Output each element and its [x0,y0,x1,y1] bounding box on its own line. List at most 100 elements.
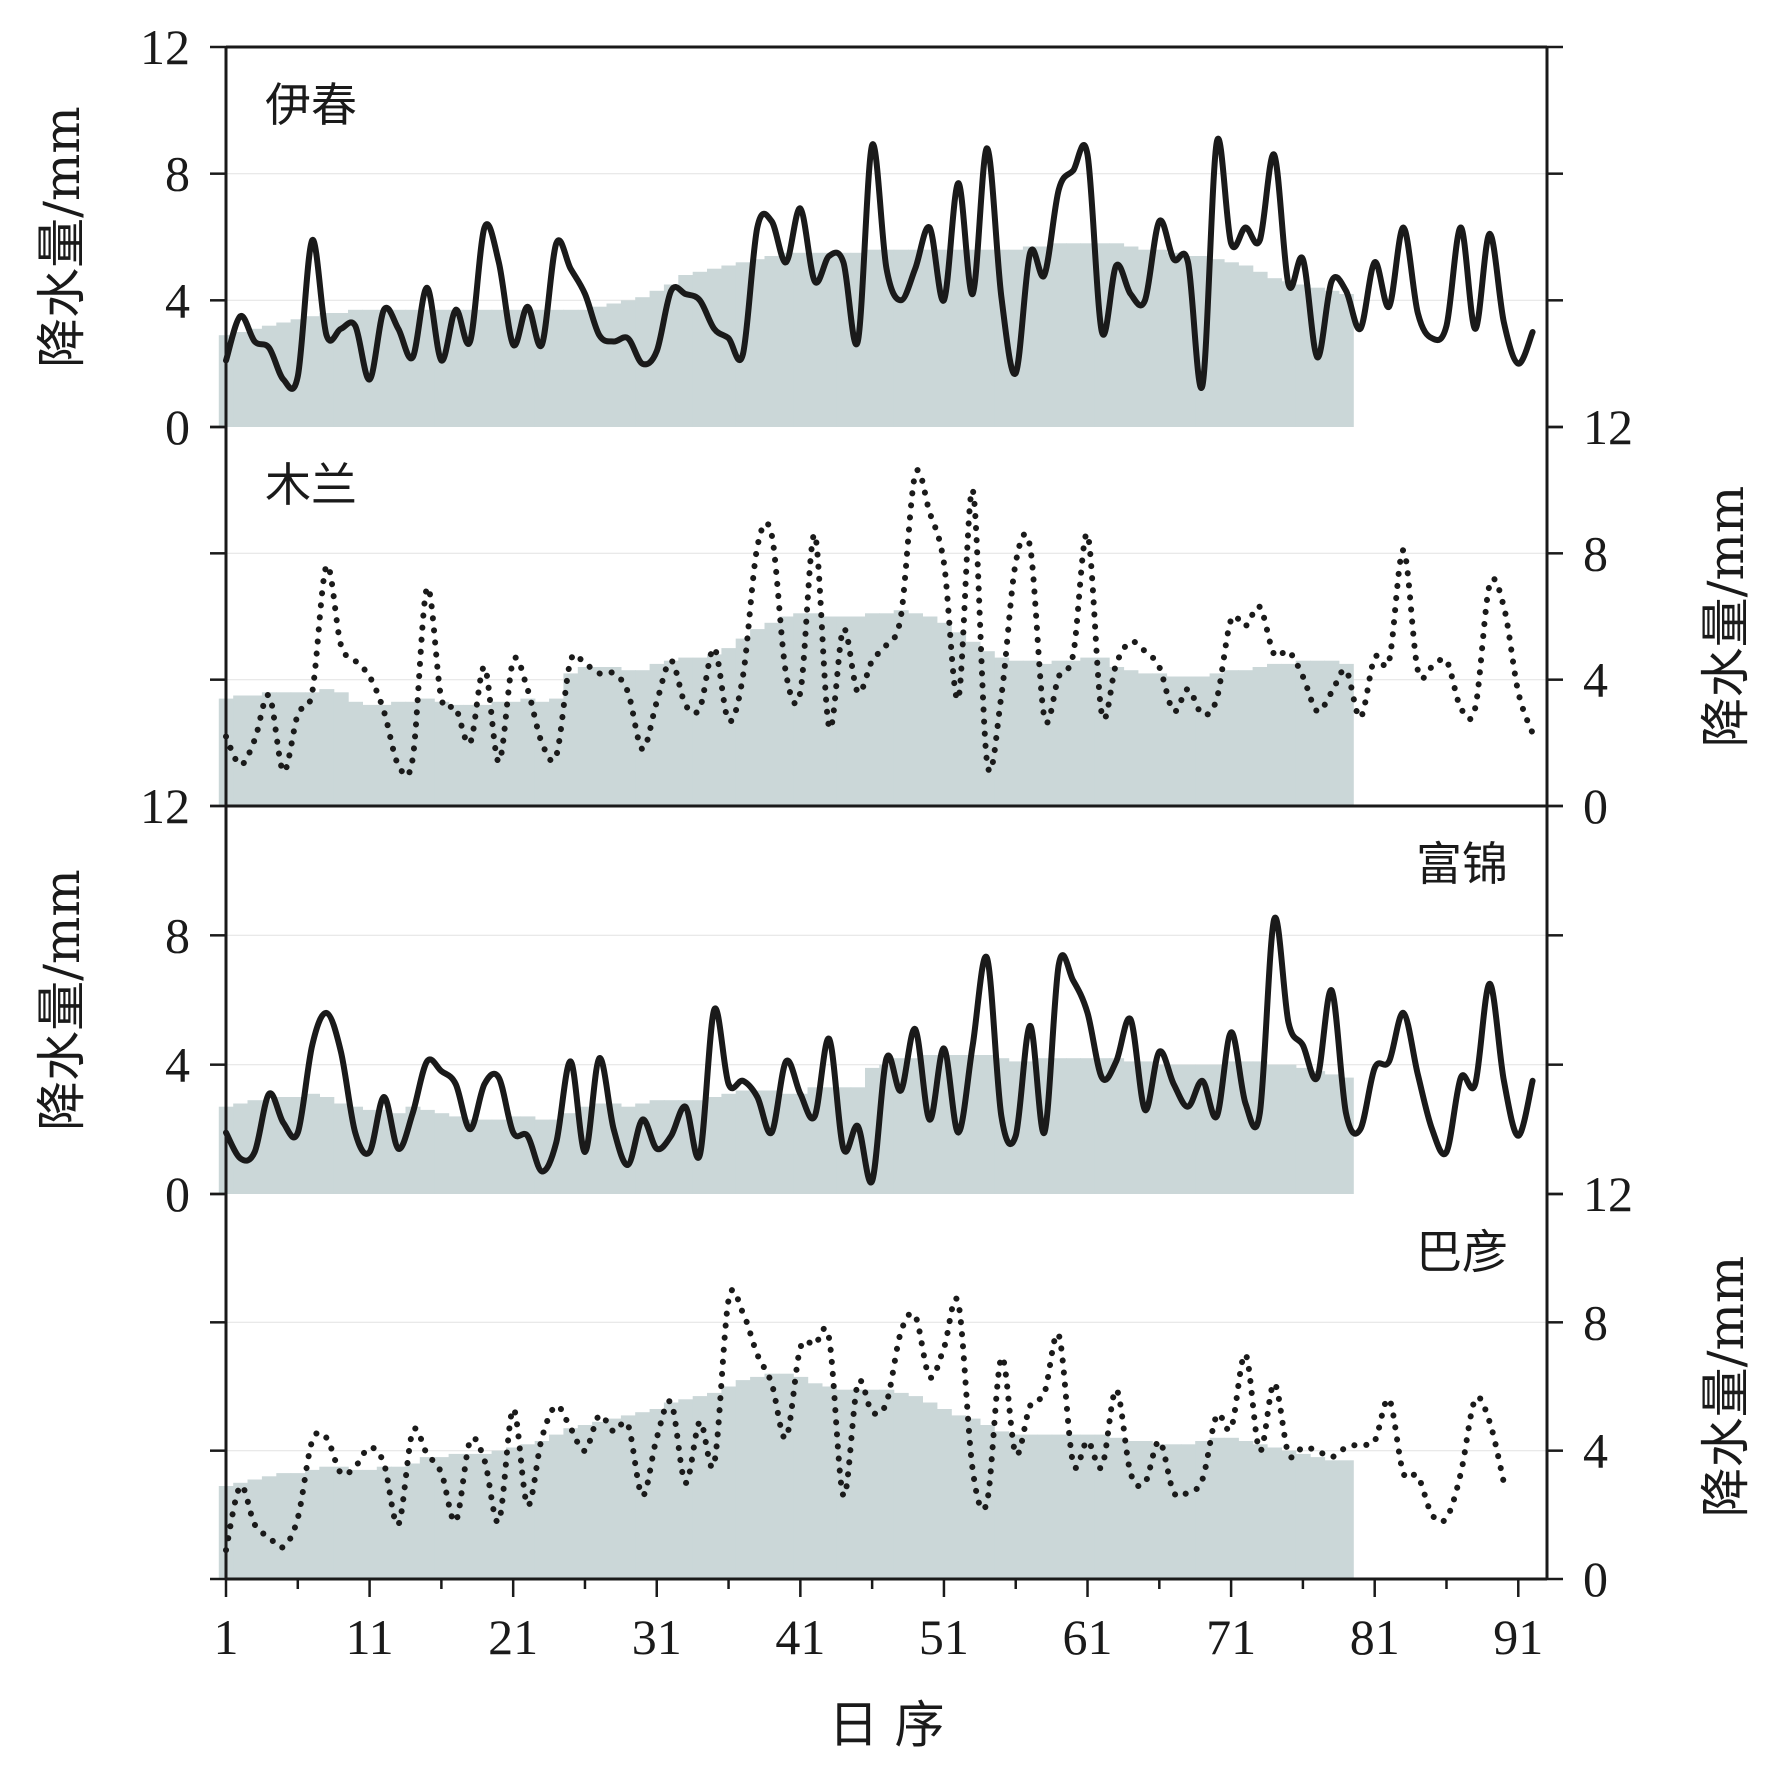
mean-bar [735,638,751,806]
mean-bar [305,1469,320,1579]
mean-bar [606,303,622,427]
mean-bar [448,704,464,806]
mean-bar [376,1466,392,1579]
mean-bar [233,1482,249,1580]
mean-bar [865,249,880,427]
y-tick-label: 0 [165,1166,190,1222]
mean-bar [836,616,852,806]
mean-bar [1080,1434,1096,1579]
mean-bar [1238,1441,1254,1579]
mean-bar [1281,1064,1297,1194]
mean-bar [620,1415,636,1579]
mean-bar [319,1097,335,1194]
mean-bar [391,701,407,806]
mean-bar [850,1087,866,1194]
mean-bar [1008,249,1024,427]
mean-bar [721,648,737,806]
mean-bar [276,1473,292,1579]
mean-bar [649,1409,665,1579]
mean-bar [1252,271,1268,427]
mean-bar [1137,1441,1153,1579]
mean-bar [793,613,809,806]
mean-bar [893,249,909,427]
mean-bar [1080,1058,1096,1194]
mean-bar [821,252,837,427]
mean-bar [1123,1441,1139,1579]
mean-bar [606,1418,622,1579]
mean-bar [520,309,536,427]
mean-bar [663,284,679,427]
series-lines [223,135,1536,1554]
mean-bar [1037,246,1053,427]
mean-bar [721,265,737,427]
mean-bar [965,641,981,806]
mean-bar [1324,290,1340,427]
mean-bar [333,1466,349,1579]
mean-bar [1209,673,1225,806]
mean-bar [893,610,909,806]
mean-bar [1109,667,1125,806]
series-line-2 [223,467,1536,779]
mean-bar [678,275,694,427]
mean-bar [1152,1444,1168,1580]
x-tick-label: 91 [1493,1609,1543,1665]
mean-bar [1109,1437,1125,1579]
mean-bar [1094,1434,1110,1579]
mean-bar [1209,1437,1225,1579]
mean-bar [1037,663,1053,806]
mean-bar [807,1383,823,1579]
mean-bar [750,1376,766,1579]
mean-bar [1267,663,1282,806]
mean-bar [549,1434,565,1579]
mean-bar [750,259,766,427]
mean-bar [261,1100,277,1194]
mean-bar [348,1469,363,1579]
mean-bar [462,1453,478,1579]
mean-bar [419,698,435,806]
mean-bar [879,1389,895,1579]
mean-bar [233,695,249,806]
y-tick-label: 8 [1583,1294,1608,1350]
mean-bar [1066,243,1081,427]
series-line-4 [223,1286,1507,1554]
mean-bar [1295,1067,1311,1194]
mean-bar [549,309,565,427]
mean-bar [865,613,880,806]
mean-bar [1267,278,1282,427]
mean-bar [994,1431,1010,1579]
mean-bar [1137,673,1153,806]
mean-bar [1152,249,1168,427]
mean-bar [1080,243,1096,427]
mean-bar [305,316,320,427]
mean-bar [620,1106,636,1194]
mean-bar [1310,1071,1326,1194]
mean-bar [922,1402,938,1579]
mean-bar [735,1380,751,1579]
mean-bar [1008,660,1024,806]
mean-bar [778,616,794,806]
mean-bar [1281,663,1297,806]
mean-bar [434,701,450,806]
y-axis-title: 降水量/mm [1697,1256,1755,1518]
mean-bar [1180,1444,1196,1580]
mean-bar [448,309,464,427]
mean-bar [333,1103,349,1194]
mean-bar [979,249,995,427]
mean-bar [233,1103,249,1194]
mean-bar [865,1389,880,1579]
mean-bar [405,1463,421,1579]
mean-bar [477,309,493,427]
mean-bar [1152,673,1168,806]
mean-bar [1267,1064,1282,1194]
mean-bar [1252,1444,1268,1580]
mean-bar [305,692,320,806]
x-tick-label: 21 [488,1609,538,1665]
mean-bars [218,243,1354,1580]
mean-bar [419,1457,435,1579]
mean-bar [1338,1460,1354,1579]
mean-bar [290,1473,306,1579]
mean-bar [534,1441,550,1579]
y-tick-label: 12 [1583,1166,1633,1222]
mean-bar [1238,670,1254,806]
